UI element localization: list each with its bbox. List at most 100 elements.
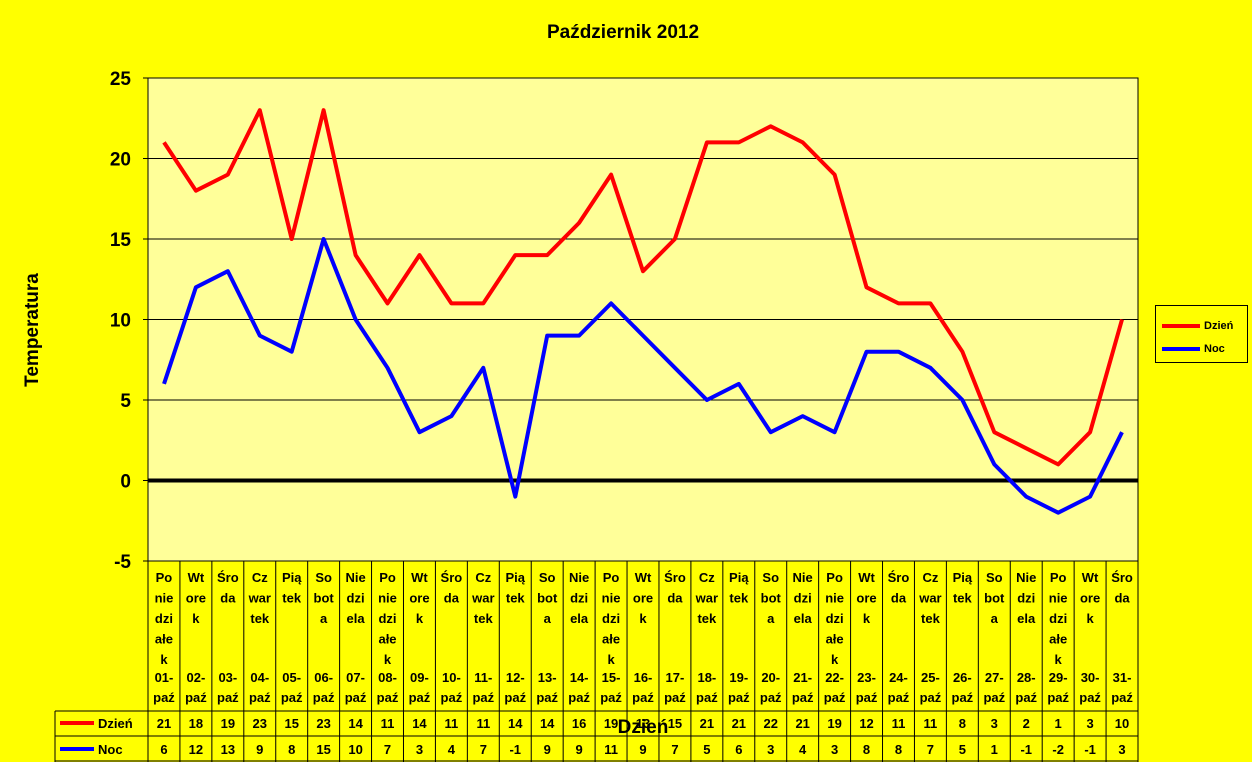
- x-date-label: 09-: [410, 670, 429, 685]
- table-cell-value: 3: [831, 742, 838, 757]
- table-cell-value: 1: [1055, 716, 1062, 731]
- x-category-label: ela: [1017, 611, 1036, 626]
- x-category-label: ela: [570, 611, 589, 626]
- x-category-label: da: [444, 591, 460, 606]
- data-table: Poniedziałek01-paźWtorek02-paźŚroda03-pa…: [54, 561, 1139, 762]
- x-category-label: da: [891, 591, 907, 606]
- series-lines: [162, 108, 1124, 515]
- table-cell-value: 7: [480, 742, 487, 757]
- table-cell-value: 16: [572, 716, 586, 731]
- x-category-label: ałe: [826, 632, 844, 647]
- table-cell-value: 11: [476, 716, 490, 731]
- x-category-label: nie: [825, 591, 844, 606]
- table-cell-value: 1: [991, 742, 998, 757]
- table-cell-value: 8: [863, 742, 870, 757]
- x-date-label: paź: [920, 690, 942, 705]
- x-category-label: bot: [761, 591, 782, 606]
- x-date-label: 01-: [155, 670, 174, 685]
- table-cell-value: 15: [668, 716, 682, 731]
- x-category-label: a: [767, 611, 775, 626]
- x-category-label: a: [544, 611, 552, 626]
- x-date-label: 10-: [442, 670, 461, 685]
- x-category-label: da: [1114, 591, 1130, 606]
- table-cell-value: 19: [604, 716, 618, 731]
- x-category-label: k: [384, 652, 392, 667]
- x-date-label: paź: [632, 690, 654, 705]
- x-date-label: paź: [153, 690, 175, 705]
- x-date-label: 11-: [474, 670, 492, 685]
- table-cell-value: 12: [859, 716, 873, 731]
- x-category-label: a: [991, 611, 999, 626]
- x-date-label: paź: [983, 690, 1005, 705]
- x-category-label: ore: [856, 591, 876, 606]
- x-category-label: Nie: [345, 570, 365, 585]
- x-category-label: ałe: [602, 632, 620, 647]
- table-cell-value: 7: [384, 742, 391, 757]
- table-cell-value: 8: [895, 742, 902, 757]
- x-category-label: bot: [314, 591, 335, 606]
- table-cell-value: 8: [288, 742, 295, 757]
- table-cell-value: 15: [284, 716, 298, 731]
- x-date-label: paź: [952, 690, 974, 705]
- x-category-label: war: [471, 591, 494, 606]
- table-cell-value: 21: [795, 716, 809, 731]
- x-category-label: Nie: [569, 570, 589, 585]
- x-category-label: Wt: [635, 570, 652, 585]
- table-cell-value: 9: [256, 742, 263, 757]
- x-category-label: tek: [474, 611, 494, 626]
- x-category-label: k: [607, 652, 615, 667]
- table-cell-value: -2: [1052, 742, 1064, 757]
- x-category-label: tek: [729, 591, 749, 606]
- table-cell-value: 18: [189, 716, 203, 731]
- x-category-label: tek: [506, 591, 526, 606]
- x-category-label: Po: [156, 570, 173, 585]
- table-cell-value: 9: [576, 742, 583, 757]
- x-date-label: paź: [600, 690, 622, 705]
- table-cell-value: 4: [799, 742, 807, 757]
- x-category-label: k: [639, 611, 647, 626]
- x-category-label: k: [863, 611, 871, 626]
- x-category-label: ore: [186, 591, 206, 606]
- x-category-label: Cz: [252, 570, 268, 585]
- x-date-label: 15-: [602, 670, 621, 685]
- legend-label-dzien: Dzień: [1204, 320, 1234, 332]
- x-date-label: paź: [217, 690, 239, 705]
- x-category-label: nie: [155, 591, 174, 606]
- x-category-label: dzi: [826, 611, 844, 626]
- x-category-label: dzi: [1017, 591, 1035, 606]
- x-category-label: ałe: [378, 632, 396, 647]
- x-category-label: Cz: [699, 570, 715, 585]
- table-cell-value: 3: [767, 742, 774, 757]
- x-date-label: 24-: [889, 670, 908, 685]
- table-cell-value: 19: [827, 716, 841, 731]
- x-category-label: a: [320, 611, 328, 626]
- x-category-label: war: [695, 591, 718, 606]
- table-cell-value: 14: [508, 716, 523, 731]
- table-row-header: Dzień: [98, 716, 133, 731]
- table-cell-value: 23: [316, 716, 330, 731]
- x-category-label: So: [986, 570, 1003, 585]
- table-cell-value: 7: [671, 742, 678, 757]
- table-cell-value: 21: [157, 716, 171, 731]
- table-cell-value: -1: [509, 742, 521, 757]
- x-date-label: paź: [345, 690, 367, 705]
- x-date-label: paź: [824, 690, 846, 705]
- y-tick-label: 5: [120, 391, 131, 412]
- x-category-label: nie: [602, 591, 621, 606]
- x-category-label: Po: [603, 570, 620, 585]
- x-date-label: paź: [696, 690, 718, 705]
- x-category-label: da: [220, 591, 236, 606]
- table-cell-value: 8: [959, 716, 966, 731]
- x-date-label: 07-: [346, 670, 365, 685]
- x-date-label: 19-: [729, 670, 748, 685]
- table-cell-value: 3: [1086, 716, 1093, 731]
- x-date-label: 28-: [1017, 670, 1036, 685]
- x-category-label: tek: [953, 591, 973, 606]
- table-cell-value: 11: [445, 716, 459, 731]
- x-date-label: 30-: [1081, 670, 1100, 685]
- x-category-label: Po: [826, 570, 843, 585]
- x-date-label: paź: [249, 690, 271, 705]
- table-cell-value: 13: [636, 716, 650, 731]
- x-date-label: paź: [664, 690, 686, 705]
